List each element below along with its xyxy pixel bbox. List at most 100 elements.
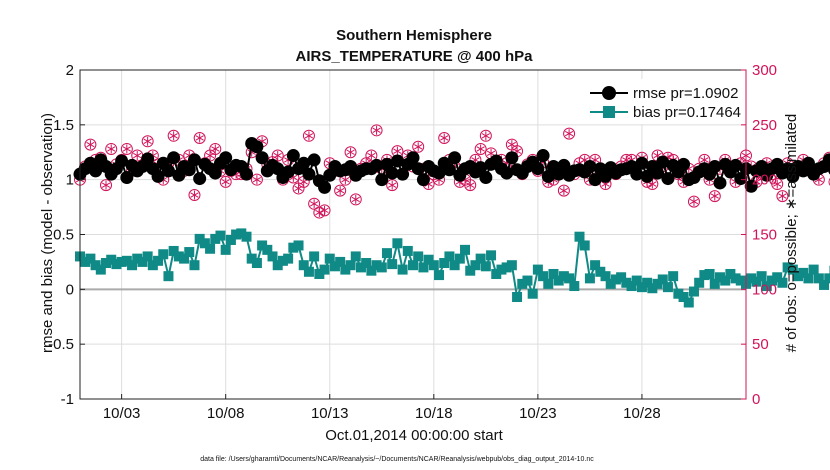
bias-point — [106, 254, 117, 265]
y-left-tick-label: 2 — [66, 62, 74, 79]
obs-possible-point — [828, 177, 830, 186]
bias-point — [657, 274, 668, 285]
bias-point — [527, 288, 538, 299]
bias-point — [517, 278, 528, 289]
obs-assimilated-point — [299, 177, 308, 187]
bias-point — [272, 260, 283, 271]
bias-point — [345, 260, 356, 271]
bias-point — [418, 262, 429, 273]
rmse-point — [187, 153, 201, 167]
bias-point — [381, 248, 392, 259]
obs-assimilated-point — [221, 177, 230, 187]
legend-bias-label: bias pr=0.17464 — [633, 104, 741, 121]
bias-point — [85, 253, 96, 264]
obs-assimilated-point — [481, 131, 490, 141]
legend-rmse-marker — [602, 86, 616, 100]
x-tick-label: 10/18 — [415, 405, 453, 422]
x-tick-label: 10/03 — [103, 405, 141, 422]
rmse-point — [708, 160, 722, 174]
rmse-series — [73, 136, 830, 194]
y-right-tick-label: 150 — [752, 227, 777, 244]
bias-point — [168, 245, 179, 256]
obs-assimilated-point — [304, 131, 314, 141]
y-right-tick-label: 0 — [752, 391, 760, 408]
obs-possible-point — [188, 189, 201, 202]
bias-point — [423, 254, 434, 265]
bias-point — [501, 262, 512, 273]
rmse-point — [588, 173, 602, 187]
obs-assimilated-point — [486, 148, 496, 158]
obs-assimilated-point — [190, 190, 199, 200]
obs-possible-point — [308, 197, 321, 210]
bias-point — [506, 260, 517, 271]
bias-point — [803, 273, 814, 284]
bias-point — [564, 273, 575, 284]
obs-possible-point — [464, 179, 477, 192]
bias-point — [475, 253, 486, 264]
bias-point — [824, 273, 830, 284]
bias-point — [746, 273, 757, 284]
bias-point — [714, 272, 725, 283]
rmse-point — [541, 169, 555, 183]
y-left-tick-label: 0 — [66, 281, 74, 298]
rmse-point — [583, 160, 597, 174]
bias-point — [101, 258, 112, 269]
obs-assimilated-point — [273, 151, 282, 161]
obs-assimilated-point — [133, 151, 142, 161]
bias-point — [777, 277, 788, 288]
bias-point — [673, 288, 684, 299]
obs-possible-point — [557, 184, 570, 197]
bias-point — [366, 265, 377, 276]
bias-point — [558, 271, 569, 282]
obs-assimilated-point — [122, 144, 131, 154]
rmse-point — [120, 170, 134, 184]
bias-point — [543, 278, 554, 289]
bias-point — [298, 260, 309, 271]
bias-point — [449, 260, 460, 271]
rmse-point — [505, 151, 519, 165]
rmse-point — [411, 162, 425, 176]
obs-assimilated-point — [336, 186, 345, 196]
bias-point — [350, 251, 361, 262]
bias-point — [735, 275, 746, 286]
bias-point — [387, 259, 398, 270]
bias-point — [189, 260, 200, 271]
bias-point — [153, 255, 164, 266]
rmse-point — [827, 165, 830, 175]
obs-possible-point — [105, 142, 118, 155]
bias-point — [808, 264, 819, 275]
bias-point — [574, 231, 585, 242]
bias-point — [751, 276, 762, 287]
rmse-point — [193, 172, 207, 186]
bias-point — [376, 262, 387, 273]
bias-point — [303, 266, 314, 277]
bias-point — [787, 264, 798, 275]
bias-point — [647, 283, 658, 294]
rmse-point — [640, 169, 654, 183]
rmse-point — [141, 152, 155, 166]
bias-point — [626, 281, 637, 292]
obs-possible-point — [84, 138, 97, 151]
rmse-point — [406, 151, 420, 165]
obs-possible-point — [386, 179, 399, 192]
obs-assimilated-point — [346, 147, 355, 157]
obs-assimilated-point — [773, 179, 782, 189]
obs-possible-point — [365, 149, 378, 162]
bias-point — [319, 264, 330, 275]
rmse-point — [370, 158, 384, 172]
bias-point — [579, 240, 590, 251]
x-axis-ticks: 10/03 10/08 10/13 10/18 10/23 10/28 — [103, 394, 661, 422]
bias-point — [782, 262, 793, 273]
rmse-point — [630, 167, 644, 181]
bias-point — [210, 233, 221, 244]
obs-possible-point — [349, 193, 362, 206]
bias-point — [709, 278, 720, 289]
y-left-tick-label: -1 — [61, 391, 74, 408]
obs-assimilated-point — [86, 140, 95, 150]
bias-point — [600, 271, 611, 282]
obs-assimilated-point — [507, 140, 517, 150]
bias-point — [121, 255, 132, 266]
y-right-tick-label: 250 — [752, 117, 777, 134]
obs-possible-point — [344, 146, 357, 159]
bias-point — [662, 282, 673, 293]
